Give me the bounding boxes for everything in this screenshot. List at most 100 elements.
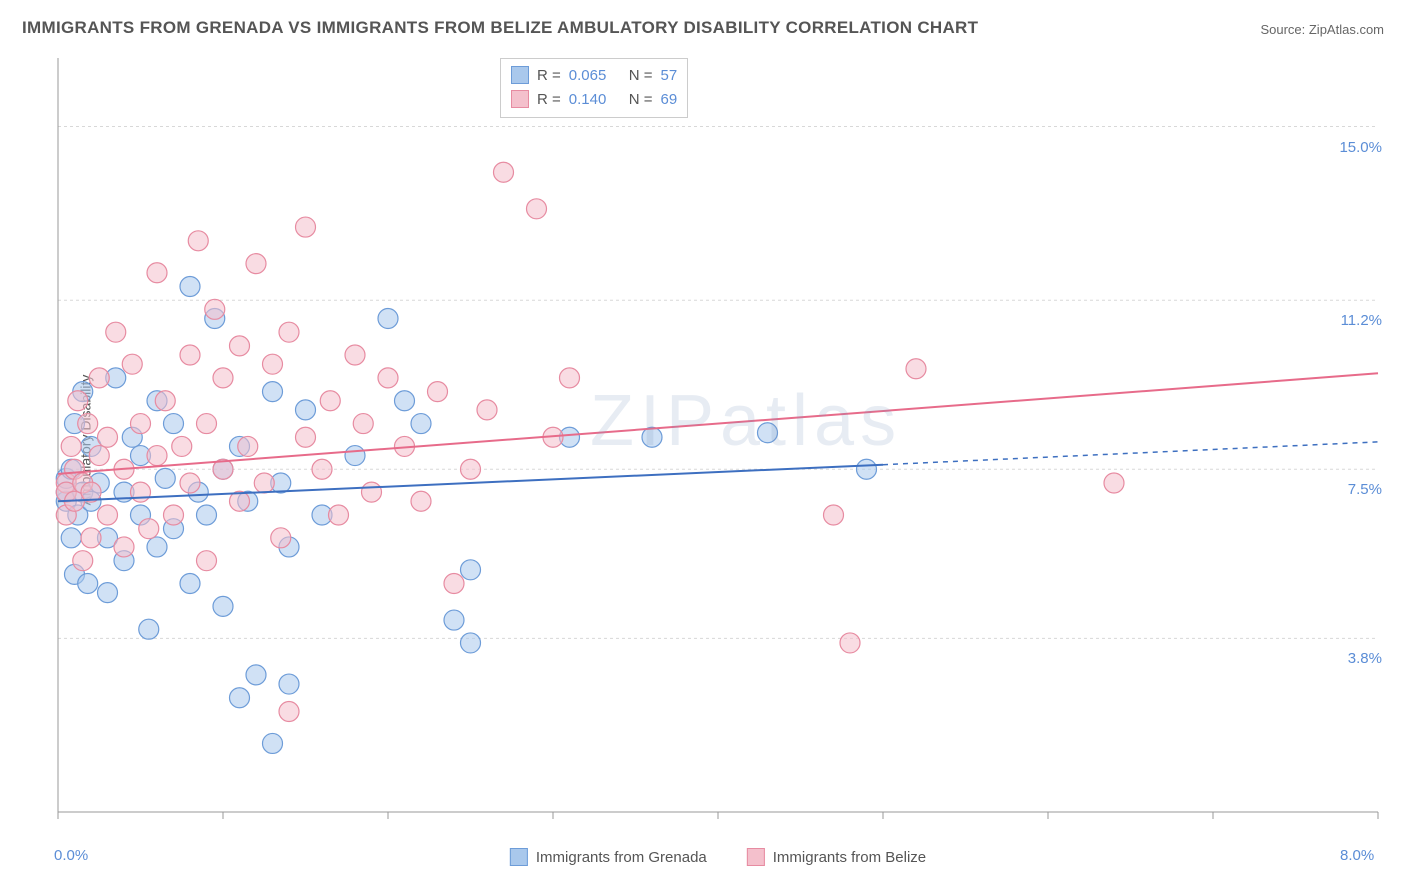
scatter-point <box>89 368 109 388</box>
scatter-point <box>164 505 184 525</box>
legend-r-value: 0.140 <box>569 91 621 108</box>
scatter-point <box>180 473 200 493</box>
scatter-point <box>362 482 382 502</box>
legend-stats-box: R = 0.065 N = 57 R = 0.140 N = 69 <box>500 58 688 118</box>
scatter-point <box>345 446 365 466</box>
source-label: Source: ZipAtlas.com <box>1260 22 1384 37</box>
scatter-point <box>461 459 481 479</box>
scatter-point <box>296 217 316 237</box>
chart-title: IMMIGRANTS FROM GRENADA VS IMMIGRANTS FR… <box>22 18 978 38</box>
scatter-point <box>527 199 547 219</box>
scatter-point <box>155 468 175 488</box>
scatter-point <box>1104 473 1124 493</box>
scatter-point <box>254 473 274 493</box>
legend-n-value: 57 <box>661 67 678 84</box>
scatter-point <box>98 427 118 447</box>
scatter-point <box>320 391 340 411</box>
legend-r-value: 0.065 <box>569 67 621 84</box>
legend-item: Immigrants from Belize <box>747 848 926 866</box>
scatter-point <box>477 400 497 420</box>
scatter-point <box>263 382 283 402</box>
scatter-point <box>188 231 208 251</box>
scatter-point <box>131 482 151 502</box>
scatter-point <box>197 414 217 434</box>
scatter-point <box>444 574 464 594</box>
scatter-point <box>106 322 126 342</box>
scatter-point <box>395 391 415 411</box>
scatter-point <box>246 665 266 685</box>
scatter-point <box>81 528 101 548</box>
scatter-point <box>263 733 283 753</box>
scatter-point <box>180 574 200 594</box>
scatter-point <box>296 400 316 420</box>
scatter-point <box>164 414 184 434</box>
scatter-point <box>68 391 88 411</box>
scatter-point <box>353 414 373 434</box>
scatter-point <box>494 162 514 182</box>
regression-line-dash <box>883 442 1378 465</box>
scatter-point <box>461 560 481 580</box>
legend-r-label: R = <box>537 91 561 108</box>
scatter-point <box>263 354 283 374</box>
legend-bottom: Immigrants from Grenada Immigrants from B… <box>510 848 926 866</box>
scatter-point <box>857 459 877 479</box>
scatter-point <box>89 446 109 466</box>
regression-line <box>58 373 1378 474</box>
scatter-point <box>560 368 580 388</box>
legend-swatch-icon <box>510 848 528 866</box>
y-tick-label: 15.0% <box>1339 139 1382 156</box>
legend-swatch-icon <box>511 66 529 84</box>
scatter-point <box>279 674 299 694</box>
scatter-plot <box>50 50 1386 830</box>
scatter-point <box>345 345 365 365</box>
scatter-point <box>378 368 398 388</box>
scatter-point <box>147 263 167 283</box>
scatter-point <box>147 537 167 557</box>
scatter-point <box>840 633 860 653</box>
scatter-point <box>139 619 159 639</box>
scatter-point <box>197 505 217 525</box>
scatter-point <box>73 551 93 571</box>
scatter-point <box>378 308 398 328</box>
scatter-point <box>131 414 151 434</box>
scatter-point <box>114 537 134 557</box>
legend-n-label: N = <box>629 67 653 84</box>
scatter-point <box>147 446 167 466</box>
scatter-point <box>428 382 448 402</box>
scatter-point <box>78 414 98 434</box>
chart-area: Ambulatory Disability R = 0.065 N = 57 R… <box>50 50 1386 830</box>
legend-swatch-icon <box>747 848 765 866</box>
scatter-point <box>758 423 778 443</box>
legend-n-value: 69 <box>661 91 678 108</box>
scatter-point <box>213 596 233 616</box>
x-tick-end: 8.0% <box>1340 847 1374 864</box>
scatter-point <box>172 436 192 456</box>
scatter-point <box>230 336 250 356</box>
scatter-point <box>61 528 81 548</box>
scatter-point <box>461 633 481 653</box>
scatter-point <box>78 574 98 594</box>
scatter-point <box>411 414 431 434</box>
scatter-point <box>906 359 926 379</box>
scatter-point <box>180 345 200 365</box>
scatter-point <box>122 354 142 374</box>
y-tick-label: 3.8% <box>1348 650 1382 667</box>
scatter-point <box>824 505 844 525</box>
legend-stat-row: R = 0.065 N = 57 <box>511 63 677 87</box>
scatter-point <box>444 610 464 630</box>
y-tick-label: 11.2% <box>1341 312 1382 329</box>
legend-item-label: Immigrants from Belize <box>773 849 926 866</box>
scatter-point <box>213 368 233 388</box>
legend-item: Immigrants from Grenada <box>510 848 707 866</box>
x-tick-start: 0.0% <box>54 847 88 864</box>
legend-stat-row: R = 0.140 N = 69 <box>511 87 677 111</box>
scatter-point <box>197 551 217 571</box>
scatter-point <box>279 701 299 721</box>
scatter-point <box>312 459 332 479</box>
scatter-point <box>180 276 200 296</box>
scatter-point <box>411 491 431 511</box>
scatter-point <box>329 505 349 525</box>
legend-swatch-icon <box>511 90 529 108</box>
scatter-point <box>230 688 250 708</box>
legend-item-label: Immigrants from Grenada <box>536 849 707 866</box>
